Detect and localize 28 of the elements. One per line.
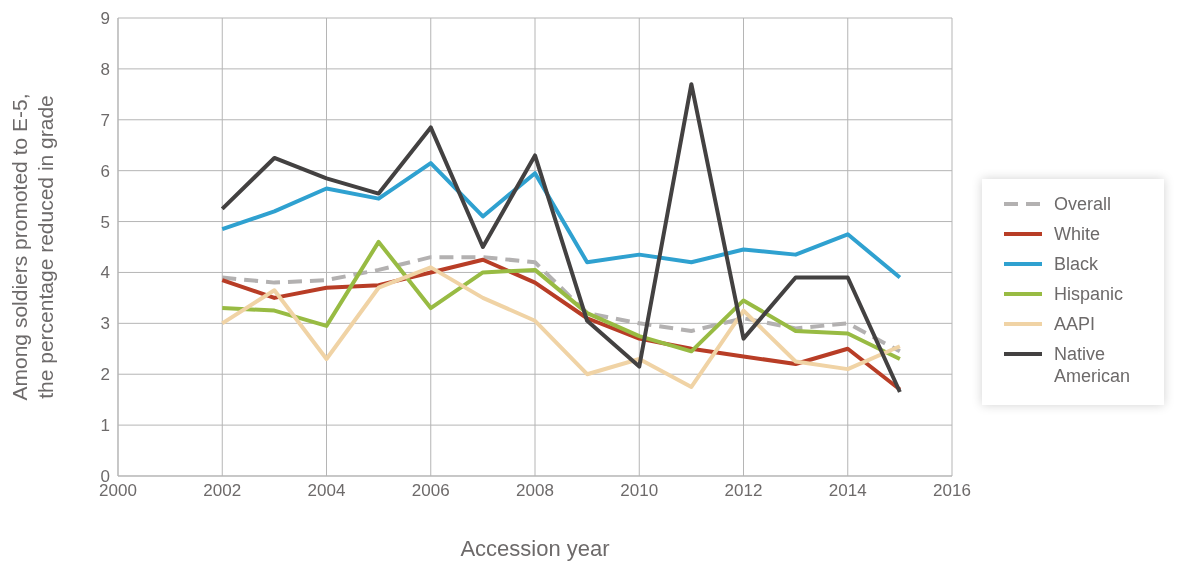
x-tick-label: 2006	[411, 481, 450, 501]
y-tick-label: 9	[100, 9, 110, 29]
x-tick-label: 2008	[516, 481, 554, 501]
x-tick-label: 2012	[724, 481, 763, 501]
y-tick-label: 6	[100, 161, 110, 181]
line-series	[220, 82, 902, 395]
x-tick-label: 2014	[828, 481, 867, 501]
legend-label: Native American	[1054, 343, 1132, 387]
x-tick-label: 2016	[933, 481, 971, 501]
x-tick-label: 2002	[203, 481, 242, 501]
y-tick-label: 7	[100, 110, 110, 130]
y-tick-label: 2	[100, 365, 110, 385]
x-tick-label: 2010	[620, 481, 659, 501]
x-tick-label: 2004	[307, 481, 346, 501]
legend-label: AAPI	[1054, 313, 1097, 335]
y-tick-label: 5	[100, 212, 110, 232]
y-tick-label: 4	[100, 263, 110, 283]
legend-label: Overall	[1054, 193, 1112, 215]
y-tick-label: 8	[100, 59, 110, 79]
legend-label: Hispanic	[1054, 283, 1125, 305]
legend-label: White	[1054, 223, 1101, 245]
line-series	[220, 239, 902, 361]
legend-label: Black	[1054, 253, 1099, 275]
x-axis-title: Accession year	[460, 536, 610, 561]
y-tick-label: 1	[100, 416, 110, 436]
line-series	[220, 161, 902, 280]
y-tick-label: 3	[100, 314, 110, 334]
y-axis-title: Among soldiers promoted to E-5, the percentage reduced in grade	[8, 93, 57, 401]
